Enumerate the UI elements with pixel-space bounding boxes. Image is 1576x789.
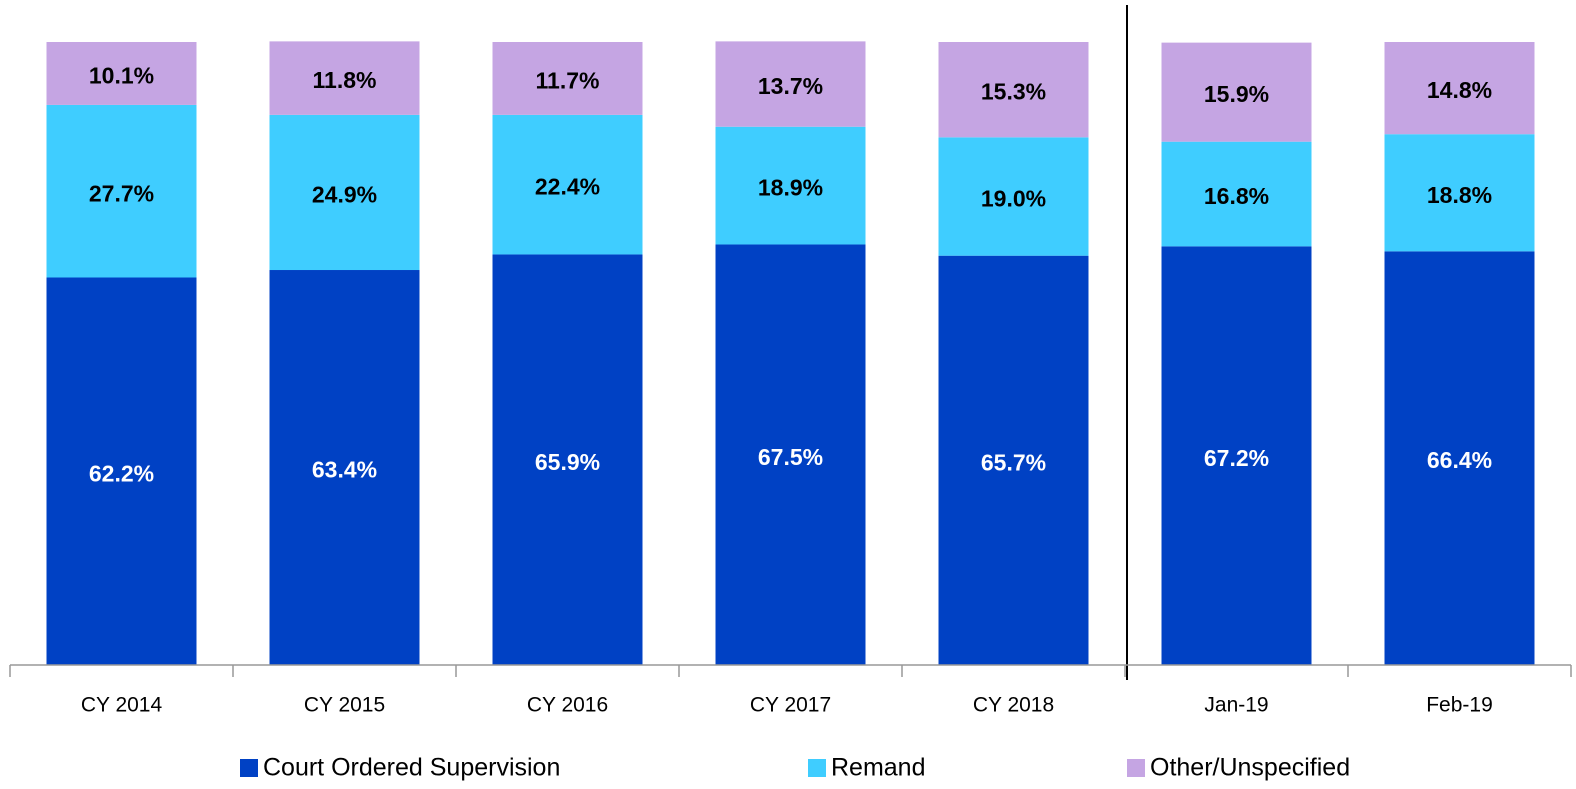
legend-label: Court Ordered Supervision xyxy=(263,754,560,782)
bar-segment xyxy=(492,114,643,255)
x-tick-label: CY 2016 xyxy=(527,694,608,717)
legend-swatch xyxy=(1127,759,1145,777)
value-label: 16.8% xyxy=(1204,183,1269,209)
bar-segment xyxy=(492,42,643,115)
value-label: 65.7% xyxy=(981,449,1046,475)
value-label: 10.1% xyxy=(89,63,154,89)
value-label: 15.9% xyxy=(1204,81,1269,107)
bar-segment xyxy=(715,244,866,665)
value-label: 11.8% xyxy=(313,67,377,93)
bar-segment xyxy=(46,42,197,105)
value-label: 22.4% xyxy=(535,174,600,200)
bar-segment xyxy=(1161,246,1312,665)
legend-swatch xyxy=(808,759,826,777)
bar-segment xyxy=(938,42,1089,138)
bar-segment xyxy=(46,104,197,278)
value-label: 18.9% xyxy=(758,175,823,201)
value-label: 67.5% xyxy=(758,444,823,470)
value-label: 67.2% xyxy=(1204,445,1269,471)
value-label: 13.7% xyxy=(758,73,823,99)
x-tick-label: Feb-19 xyxy=(1426,694,1493,717)
bar-segment xyxy=(269,114,420,271)
value-label: 11.7% xyxy=(536,68,600,94)
bar-segment xyxy=(938,255,1089,665)
bar-segment xyxy=(715,41,866,127)
bar-segment xyxy=(1384,134,1535,252)
bar-segment xyxy=(715,126,866,245)
x-tick-label: CY 2014 xyxy=(81,694,163,717)
bar-segment xyxy=(1384,251,1535,665)
bar-segment xyxy=(46,277,197,665)
value-label: 19.0% xyxy=(981,186,1046,212)
bar-segment xyxy=(269,270,420,665)
x-tick-label: CY 2015 xyxy=(304,694,385,717)
legend-swatch xyxy=(240,759,258,777)
bar-segment xyxy=(1384,42,1535,135)
value-label: 62.2% xyxy=(89,460,154,486)
legend-label: Remand xyxy=(831,754,926,782)
value-label: 15.3% xyxy=(981,79,1046,105)
bar-segment xyxy=(938,137,1089,256)
value-label: 63.4% xyxy=(312,457,377,483)
value-label: 24.9% xyxy=(312,182,377,208)
bar-segment xyxy=(1161,141,1312,247)
value-label: 65.9% xyxy=(535,449,600,475)
value-label: 27.7% xyxy=(89,180,154,206)
value-label: 14.8% xyxy=(1427,77,1492,103)
bar-segment xyxy=(269,41,420,115)
x-tick-label: CY 2017 xyxy=(750,694,831,717)
value-label: 66.4% xyxy=(1427,447,1492,473)
legend-label: Other/Unspecified xyxy=(1150,754,1350,782)
bar-segment xyxy=(1161,42,1312,142)
x-tick-label: CY 2018 xyxy=(973,694,1054,717)
x-tick-label: Jan-19 xyxy=(1204,694,1268,717)
bar-segment xyxy=(492,254,643,665)
value-label: 18.8% xyxy=(1427,182,1492,208)
